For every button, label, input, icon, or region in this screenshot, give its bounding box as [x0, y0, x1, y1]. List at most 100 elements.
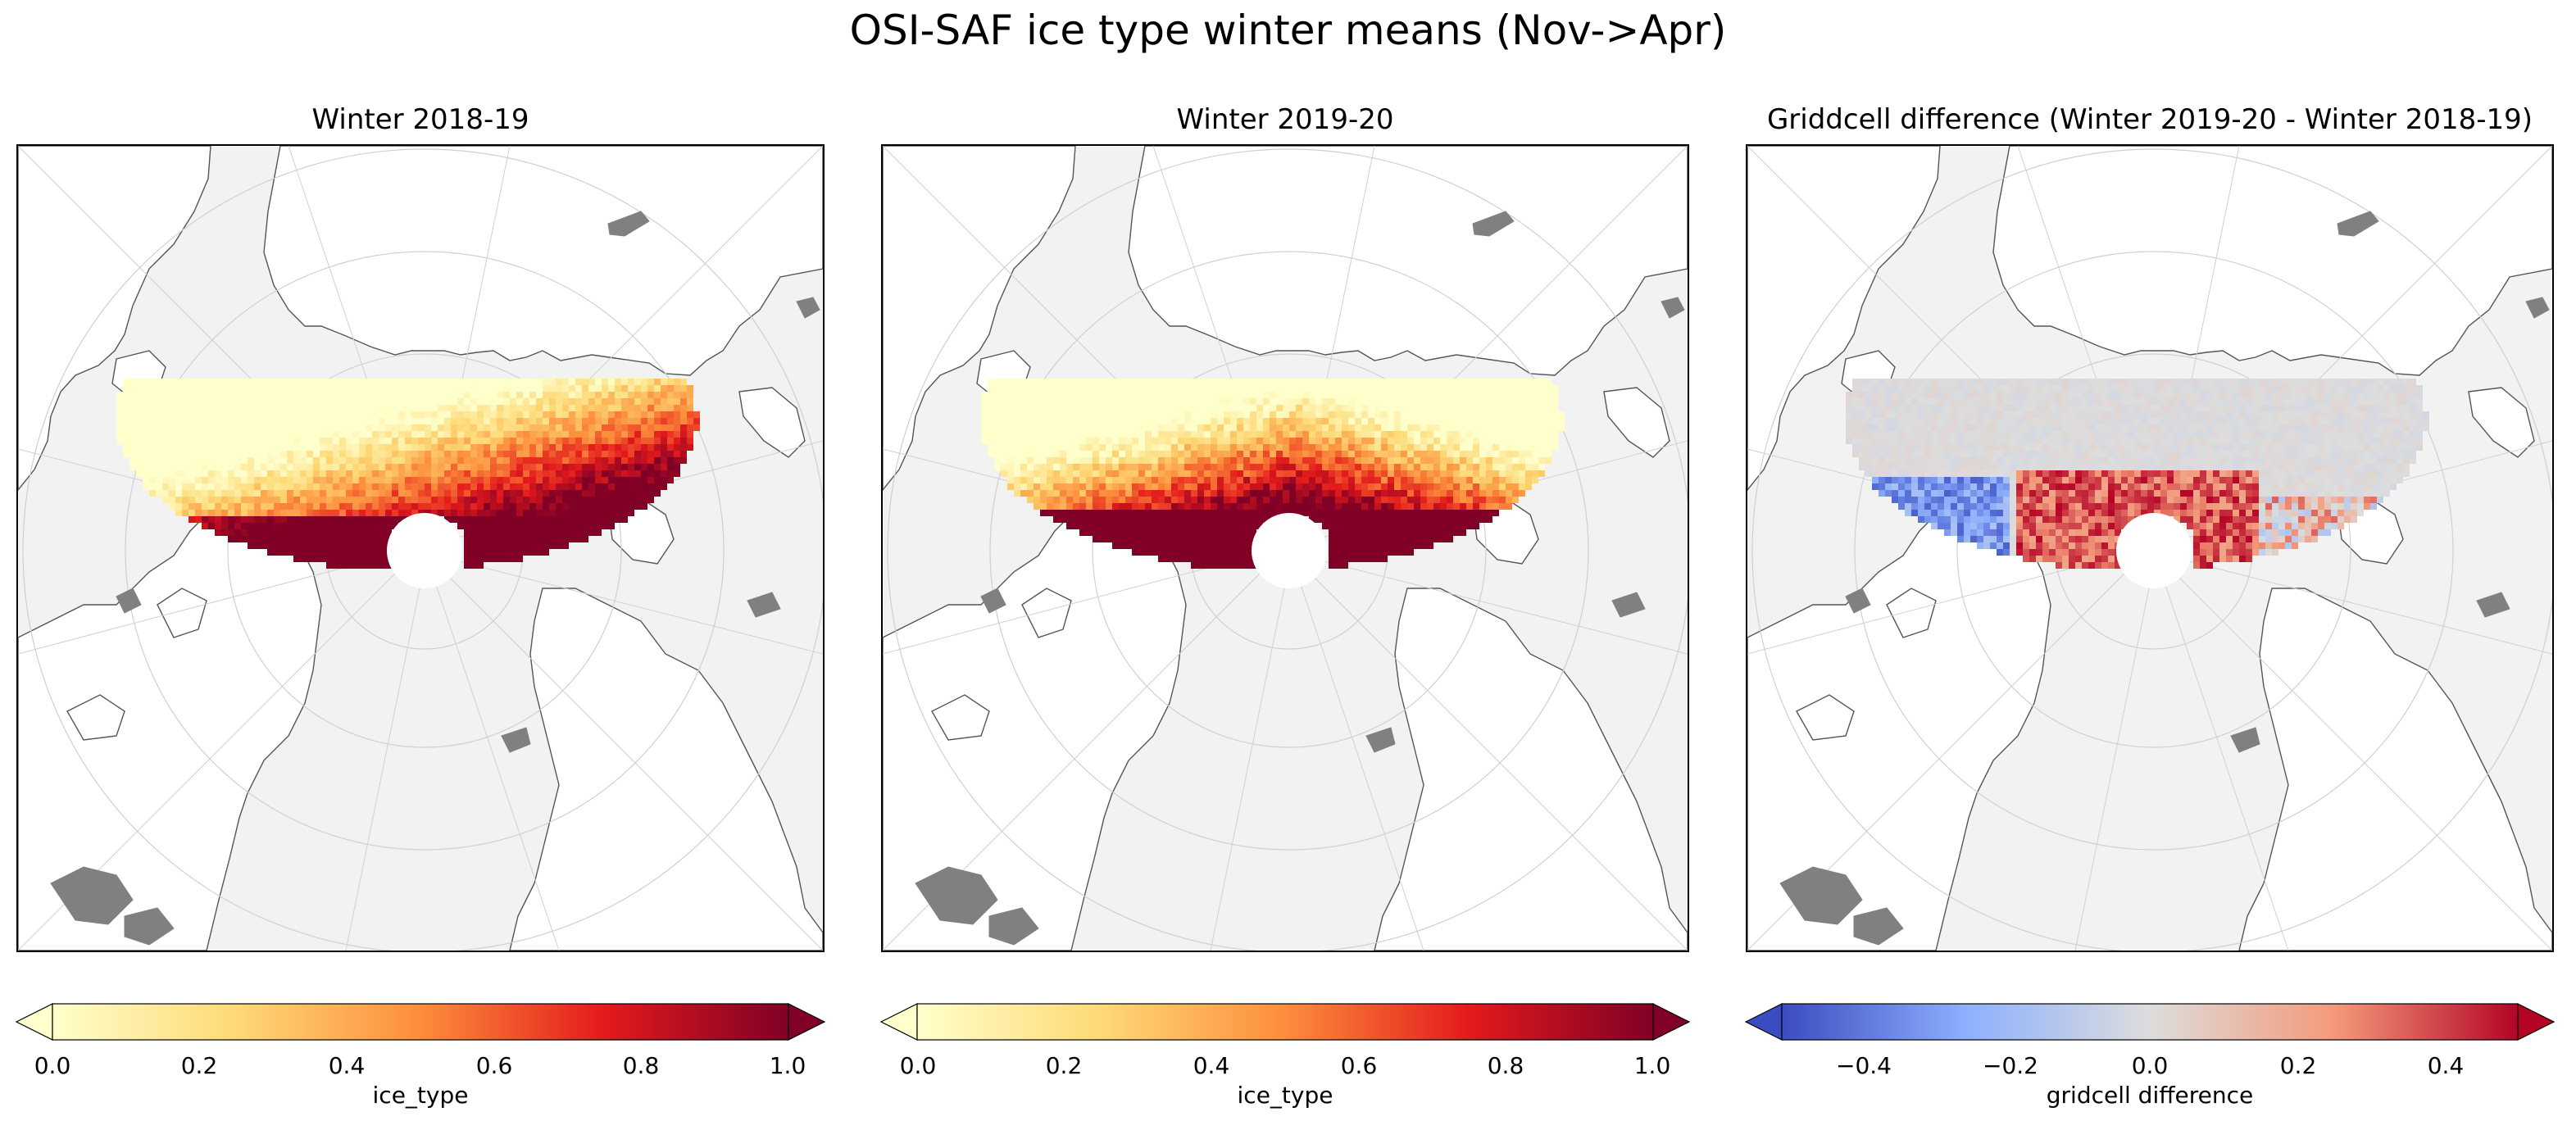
ice-cell: [320, 516, 326, 523]
ice-cell: [1093, 536, 1099, 542]
ice-cell: [1447, 536, 1453, 542]
ice-cell: [129, 451, 136, 457]
ice-cell: [2023, 392, 2029, 398]
ice-cell: [562, 424, 569, 431]
ice-cell: [143, 398, 149, 405]
ice-cell: [280, 379, 287, 385]
ice-cell: [1250, 398, 1256, 405]
ice-cell: [1289, 385, 1296, 392]
ice-cell: [615, 411, 621, 418]
ice-cell: [464, 470, 470, 477]
ice-cell: [1348, 542, 1355, 549]
ice-cell: [1374, 438, 1381, 444]
ice-cell: [503, 451, 510, 457]
ice-cell: [1460, 431, 1466, 438]
ice-cell: [1957, 405, 1964, 411]
ice-cell: [647, 411, 654, 418]
ice-cell: [1224, 562, 1230, 569]
ice-cell: [405, 418, 411, 424]
ice-cell: [634, 392, 641, 398]
ice-cell: [1433, 411, 1440, 418]
ice-cell: [1865, 411, 1872, 418]
ice-cell: [1361, 477, 1368, 483]
ice-cell: [2206, 379, 2213, 385]
ice-cell: [1335, 536, 1342, 542]
ice-cell: [300, 477, 307, 483]
ice-cell: [1204, 398, 1211, 405]
ice-cell: [352, 444, 359, 451]
ice-cell: [1027, 424, 1034, 431]
ice-cell: [182, 497, 189, 503]
ice-cell: [1545, 444, 1552, 451]
ice-cell: [267, 529, 274, 536]
ice-cell: [1302, 438, 1309, 444]
ice-cell: [1250, 418, 1256, 424]
ice-cell: [254, 411, 261, 418]
ice-cell: [1184, 457, 1191, 464]
ice-cell: [451, 392, 457, 398]
ice-cell: [2292, 385, 2298, 392]
ice-cell: [1499, 503, 1506, 510]
ice-cell: [2324, 385, 2331, 392]
ice-cell: [1381, 490, 1388, 497]
ice-cell: [228, 457, 234, 464]
ice-cell: [621, 470, 628, 477]
ice-cell: [1924, 418, 1931, 424]
ice-cell: [1066, 470, 1073, 477]
ice-cell: [2121, 424, 2128, 431]
ice-cell: [1283, 424, 1289, 431]
ice-cell: [1079, 418, 1086, 424]
ice-cell: [444, 411, 451, 418]
ice-cell: [451, 477, 457, 483]
ice-cell: [1865, 379, 1872, 385]
ice-cell: [1924, 431, 1931, 438]
ice-cell: [602, 470, 608, 477]
ice-cell: [1040, 379, 1047, 385]
ice-cell: [1342, 457, 1348, 464]
ice-cell: [1302, 392, 1309, 398]
ice-cell: [372, 497, 379, 503]
ice-cell: [1885, 431, 1892, 438]
ice-cell: [1237, 438, 1243, 444]
ice-cell: [529, 549, 536, 556]
ice-cell: [2003, 405, 2010, 411]
ice-cell: [339, 405, 346, 411]
ice-cell: [588, 411, 595, 418]
ice-cell: [1846, 424, 1852, 431]
ice-cell: [1414, 510, 1420, 516]
ice-cell: [549, 379, 556, 385]
ice-cell: [588, 424, 595, 431]
ice-cell: [143, 470, 149, 477]
ice-cell: [569, 464, 575, 470]
ice-cell: [693, 411, 700, 418]
ice-cell: [307, 411, 313, 418]
ice-cell: [1997, 392, 2003, 398]
ice-cell: [2095, 398, 2101, 405]
ice-cell: [411, 392, 418, 398]
ice-cell: [1086, 411, 1093, 418]
ice-cell: [1237, 470, 1243, 477]
ice-cell: [1027, 490, 1034, 497]
ice-cell: [333, 516, 339, 523]
ice-cell: [1138, 549, 1145, 556]
ice-cell: [320, 549, 326, 556]
ice-cell: [2029, 424, 2036, 431]
ice-cell: [674, 418, 680, 424]
ice-cell: [1931, 431, 1938, 438]
ice-cell: [234, 418, 241, 424]
ice-cell: [464, 398, 470, 405]
ice-cell: [1433, 529, 1440, 536]
ice-cell: [339, 477, 346, 483]
ice-cell: [503, 411, 510, 418]
ice-cell: [392, 444, 398, 451]
ice-cell: [1027, 411, 1034, 418]
ice-cell: [280, 536, 287, 542]
ice-cell: [1427, 497, 1433, 503]
ice-cell: [2265, 379, 2272, 385]
ice-cell: [182, 451, 189, 457]
ice-cell: [1099, 483, 1106, 490]
ice-cell: [280, 503, 287, 510]
ice-cell: [1106, 470, 1112, 477]
ice-cell: [628, 477, 634, 483]
ice-cell: [1381, 516, 1388, 523]
